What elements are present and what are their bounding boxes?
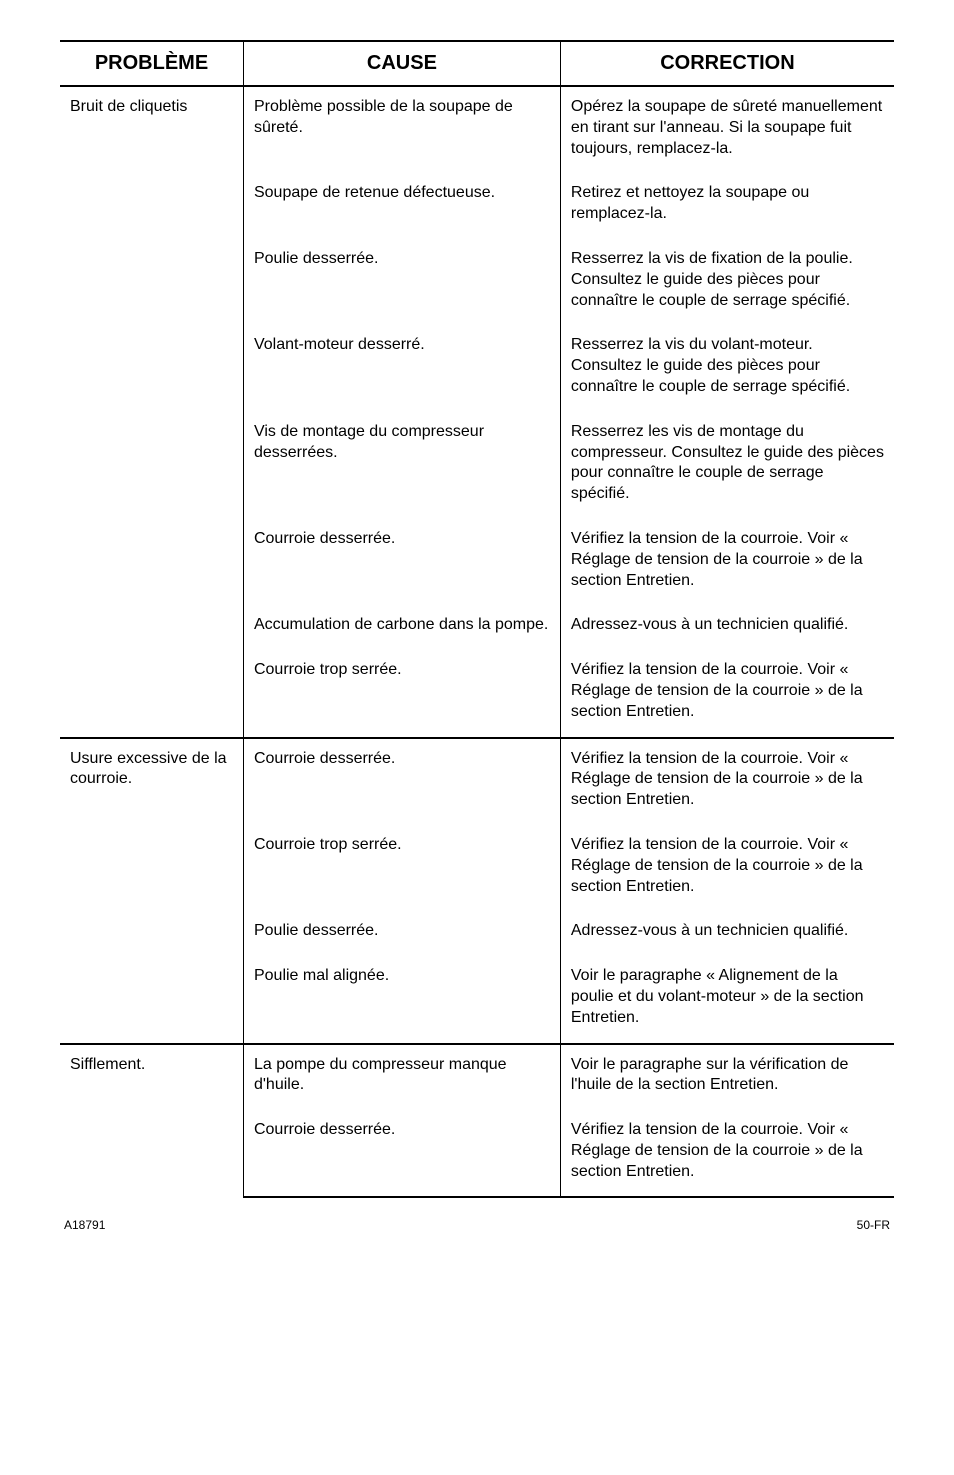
table-row: Sifflement.La pompe du compresseur manqu… <box>60 1044 894 1111</box>
correction-cell: Resserrez les vis de montage du compress… <box>560 412 894 519</box>
header-row: PROBLÈME CAUSE CORRECTION <box>60 41 894 86</box>
footer-right: 50-FR <box>857 1218 890 1232</box>
cause-cell: Poulie desserrée. <box>243 239 560 325</box>
correction-cell: Vérifiez la tension de la courroie. Voir… <box>560 1110 894 1197</box>
correction-cell: Retirez et nettoyez la soupape ou rempla… <box>560 173 894 239</box>
cause-cell: Accumulation de carbone dans la pompe. <box>243 605 560 650</box>
cause-cell: Problème possible de la soupape de sûret… <box>243 86 560 173</box>
cause-cell: La pompe du compresseur manque d'huile. <box>243 1044 560 1111</box>
problem-cell: Sifflement. <box>60 1044 243 1198</box>
cause-cell: Courroie desserrée. <box>243 738 560 825</box>
cause-cell: Courroie desserrée. <box>243 1110 560 1197</box>
problem-cell: Usure excessive de la courroie. <box>60 738 243 1044</box>
cause-cell: Soupape de retenue dé­fectueuse. <box>243 173 560 239</box>
problem-cell: Bruit de cliquetis <box>60 86 243 738</box>
page-footer: A18791 50-FR <box>60 1218 894 1232</box>
correction-cell: Vérifiez la tension de la courroie. Voir… <box>560 650 894 737</box>
troubleshooting-table: PROBLÈME CAUSE CORRECTION Bruit de cliqu… <box>60 40 894 1198</box>
correction-cell: Adressez-vous à un technicien qualifié. <box>560 605 894 650</box>
footer-left: A18791 <box>64 1218 105 1232</box>
correction-cell: Resserrez la vis de fixation de la pouli… <box>560 239 894 325</box>
correction-cell: Vérifiez la tension de la courroie. Voir… <box>560 519 894 605</box>
correction-cell: Resserrez la vis du volant-moteur. Consu… <box>560 325 894 411</box>
cause-cell: Courroie trop serrée. <box>243 650 560 737</box>
correction-cell: Opérez la soupape de sûreté manuel­lemen… <box>560 86 894 173</box>
cause-cell: Vis de montage du compresseur desserrées… <box>243 412 560 519</box>
header-cause: CAUSE <box>243 41 560 86</box>
cause-cell: Poulie desserrée. <box>243 911 560 956</box>
correction-cell: Voir le paragraphe « Alignement de la po… <box>560 956 894 1043</box>
correction-cell: Vérifiez la tension de la courroie. Voir… <box>560 825 894 911</box>
correction-cell: Vérifiez la tension de la courroie. Voir… <box>560 738 894 825</box>
header-correction: CORRECTION <box>560 41 894 86</box>
cause-cell: Volant-moteur desserré. <box>243 325 560 411</box>
cause-cell: Courroie desserrée. <box>243 519 560 605</box>
header-problem: PROBLÈME <box>60 41 243 86</box>
cause-cell: Poulie mal alignée. <box>243 956 560 1043</box>
table-body: Bruit de cliquetisProblème possible de l… <box>60 86 894 1197</box>
correction-cell: Voir le paragraphe sur la vérification d… <box>560 1044 894 1111</box>
table-row: Usure excessive de la courroie.Courroie … <box>60 738 894 825</box>
correction-cell: Adressez-vous à un technicien qualifié. <box>560 911 894 956</box>
cause-cell: Courroie trop serrée. <box>243 825 560 911</box>
table-row: Bruit de cliquetisProblème possible de l… <box>60 86 894 173</box>
